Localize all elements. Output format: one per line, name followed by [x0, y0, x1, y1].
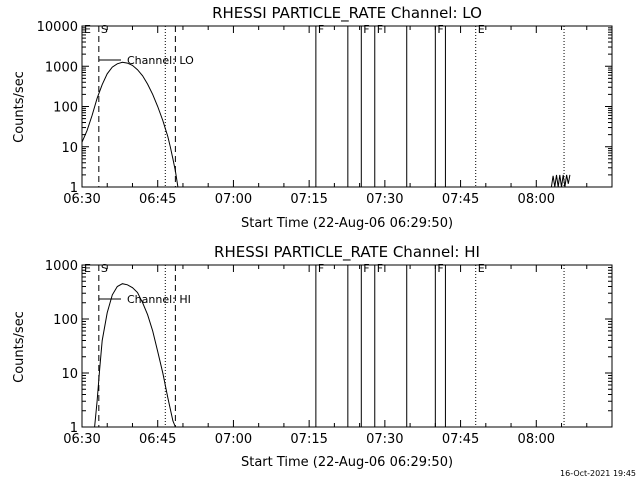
lo-event-label: F [437, 23, 443, 36]
lo-y-tick-label: 1000 [45, 60, 78, 75]
hi-x-axis-label: Start Time (22-Aug-06 06:29:50) [241, 455, 453, 470]
hi-y-tick-label: 10 [61, 367, 78, 382]
lo-y-axis-label: Counts/sec [12, 71, 27, 143]
hi-x-tick-label: 07:15 [290, 432, 327, 447]
lo-y-tick-label: 100 [53, 101, 78, 116]
lo-event-label: F [318, 23, 324, 36]
hi-x-tick-label: 07:30 [366, 432, 403, 447]
hi-x-tick-label: 06:45 [139, 432, 176, 447]
hi-y-tick-label: 1 [70, 421, 78, 436]
hi-y-axis-label: Counts/sec [12, 311, 27, 383]
lo-x-axis-label: Start Time (22-Aug-06 06:29:50) [241, 216, 453, 231]
hi-x-tick-label: 07:45 [442, 432, 479, 447]
lo-event-label: E [478, 23, 485, 36]
lo-x-tick-label: 06:45 [139, 192, 176, 207]
hi-plot-frame [81, 264, 613, 428]
lo-x-tick-label: 07:15 [290, 192, 327, 207]
hi-event-label: F [377, 262, 383, 275]
hi-event-label: F [437, 262, 443, 275]
lo-x-tick-label: 07:45 [442, 192, 479, 207]
hi-chart-title: RHESSI PARTICLE_RATE Channel: HI [214, 243, 480, 262]
hi-event-label: E [478, 262, 485, 275]
lo-legend-label: Channel: LO [127, 54, 194, 67]
hi-event-label: F [363, 262, 369, 275]
lo-series-line-1 [550, 174, 571, 188]
lo-y-tick-label: 1 [70, 181, 78, 196]
lo-event-label: F [363, 23, 369, 36]
lo-x-tick-label: 06:30 [63, 192, 100, 207]
hi-legend-label: Channel: HI [127, 293, 191, 306]
hi-series-line-0 [94, 283, 176, 428]
lo-series-line-0 [81, 61, 179, 188]
hi-x-tick-label: 07:00 [215, 432, 252, 447]
lo-event-label: E [84, 23, 91, 36]
hi-event-label: E [84, 262, 91, 275]
hi-event-label: S [101, 262, 108, 275]
footer-timestamp: 16-Oct-2021 19:45 [560, 469, 636, 478]
hi-x-tick-label: 08:00 [518, 432, 555, 447]
lo-x-tick-label: 07:30 [366, 192, 403, 207]
lo-event-label: S [101, 23, 108, 36]
lo-chart-title: RHESSI PARTICLE_RATE Channel: LO [212, 4, 482, 23]
lo-plot-frame [81, 25, 613, 188]
lo-y-tick-label: 10 [61, 141, 78, 156]
lo-event-label: F [377, 23, 383, 36]
hi-event-label: F [318, 262, 324, 275]
hi-y-tick-label: 1000 [45, 259, 78, 274]
lo-y-tick-label: 10000 [37, 20, 78, 35]
hi-y-tick-label: 100 [53, 313, 78, 328]
hi-channel-panel: RHESSI PARTICLE_RATE Channel: HI Start T… [12, 243, 613, 470]
hi-x-tick-label: 06:30 [63, 432, 100, 447]
lo-x-tick-label: 08:00 [518, 192, 555, 207]
lo-channel-panel: RHESSI PARTICLE_RATE Channel: LO Start T… [12, 4, 613, 231]
lo-x-tick-label: 07:00 [215, 192, 252, 207]
